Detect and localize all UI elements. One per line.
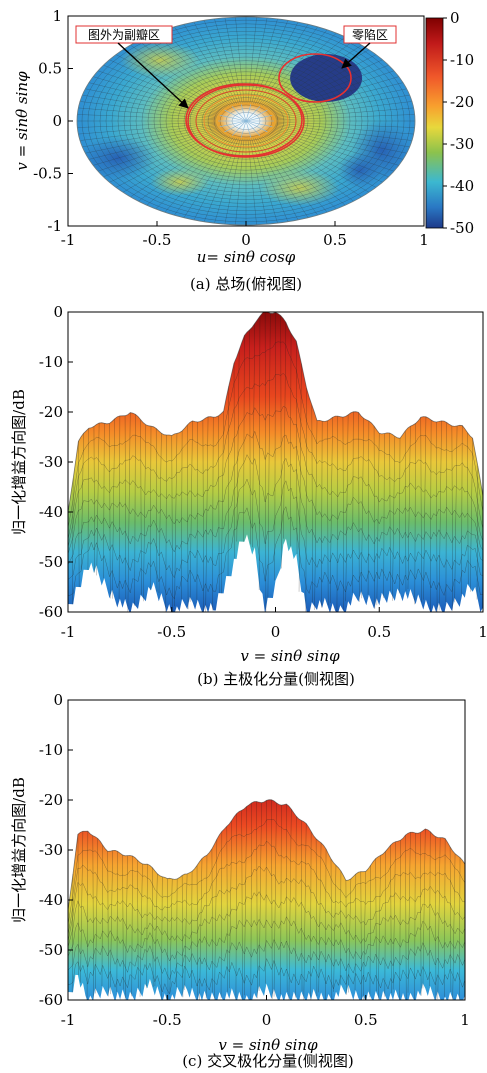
panel-b-ytick-label: -30 [39, 453, 63, 471]
panel-a-caption: (a) 总场(俯视图) [190, 275, 302, 293]
panel-b-co-polar: -1 -0.5 0 0.5 1 0 -10 -20 -30 -40 -50 -60 v = sinθ … [10, 303, 487, 688]
annotation-sidelobe-arrow [117, 42, 189, 109]
panel-b-xtick-label: -1 [61, 623, 76, 641]
annotation-sidelobe-box [75, 25, 173, 44]
panel-b-ylabel: 归一化增益方向图/dB [10, 389, 28, 535]
colorbar-tick-label: -30 [450, 135, 474, 153]
panel-c-xlabel: v = sinθ sinφ [218, 1036, 318, 1054]
panel-a-ytick-label: 0 [52, 112, 62, 130]
panel-c-ytick-label: -50 [39, 941, 63, 959]
colorbar-tick-label: -20 [450, 93, 474, 111]
panel-b-xtick-label: 0 [271, 623, 281, 641]
colorbar-tick-label: -50 [450, 219, 474, 237]
panel-a-ytick-label: 0.5 [38, 60, 62, 78]
panel-b-ytick-label: -40 [39, 503, 63, 521]
colorbar-tick-label: -40 [450, 177, 474, 195]
panel-b-ytick-label: -10 [39, 353, 63, 371]
panel-c-surface [68, 799, 465, 1000]
colorbar [425, 17, 444, 229]
panel-b-ytick-label: -20 [39, 403, 63, 421]
panel-b-ytick-label: 0 [53, 303, 63, 321]
panel-b-caption: (b) 主极化分量(侧视图) [197, 670, 355, 688]
panel-a-xtick-label: 0 [241, 231, 251, 249]
colorbar-tick-label: 0 [450, 9, 460, 27]
annotation-null: 零陷区 [352, 27, 388, 42]
panel-a-ylabel: v = sinθ sinφ [13, 71, 31, 171]
panel-c-ytick-label: -20 [39, 791, 63, 809]
panel-b-xtick-label: 1 [478, 623, 487, 641]
panel-b-xlabel: v = sinθ sinφ [240, 647, 340, 665]
panel-a-xtick-label: -1 [61, 231, 76, 249]
panel-c-xtick-label: 0 [262, 1011, 272, 1029]
panel-a-xtick-label: -0.5 [143, 231, 172, 249]
panel-a-top-view: 图外为副瓣区 零陷区 -1 -0.5 0 0.5 1 1 0.5 0 -0.5 -1 u= sin… [13, 7, 474, 293]
annotation-sidelobe: 图外为副瓣区 [88, 28, 160, 42]
null-region-outline [278, 53, 352, 103]
mainlobe-boundary [185, 83, 303, 157]
panel-c-xtick-label: -1 [61, 1011, 76, 1029]
panel-c-ylabel: 归一化增益方向图/dB [10, 777, 28, 923]
panel-c-caption: (c) 交叉极化分量(侧视图) [182, 1052, 354, 1070]
panel-c-ytick-label: 0 [53, 691, 63, 709]
panel-c-cross-polar: -1 -0.5 0 0.5 1 0 -10 -20 -30 -40 -50 -60 v = sinθ … [10, 691, 470, 1070]
panel-c-ytick-label: -10 [39, 741, 63, 759]
annotation-null-arrow [341, 42, 371, 69]
panel-b-xtick-label: -0.5 [157, 623, 186, 641]
panel-c-ytick-label: -60 [39, 991, 63, 1009]
panel-c-xtick-label: -0.5 [153, 1011, 182, 1029]
panel-a-xtick-label: 1 [419, 231, 429, 249]
colorbar-tick-label: -10 [450, 51, 474, 69]
panel-c-ytick-label: -40 [39, 891, 63, 909]
panel-c-xtick-label: 0.5 [354, 1011, 378, 1029]
panel-a-ytick-label: -0.5 [33, 165, 62, 183]
panel-a-ytick-label: 1 [52, 7, 62, 25]
panel-a-xlabel: u= sinθ cosφ [197, 248, 296, 266]
panel-c-xtick-label: 1 [460, 1011, 470, 1029]
panel-a-ytick-label: -1 [47, 217, 62, 235]
panel-b-xtick-label: 0.5 [367, 623, 391, 641]
panel-b-surface [68, 312, 483, 612]
panel-c-ytick-label: -30 [39, 841, 63, 859]
panel-b-ytick-label: -60 [39, 603, 63, 621]
panel-a-xtick-label: 0.5 [323, 231, 347, 249]
panel-b-ytick-label: -50 [39, 553, 63, 571]
